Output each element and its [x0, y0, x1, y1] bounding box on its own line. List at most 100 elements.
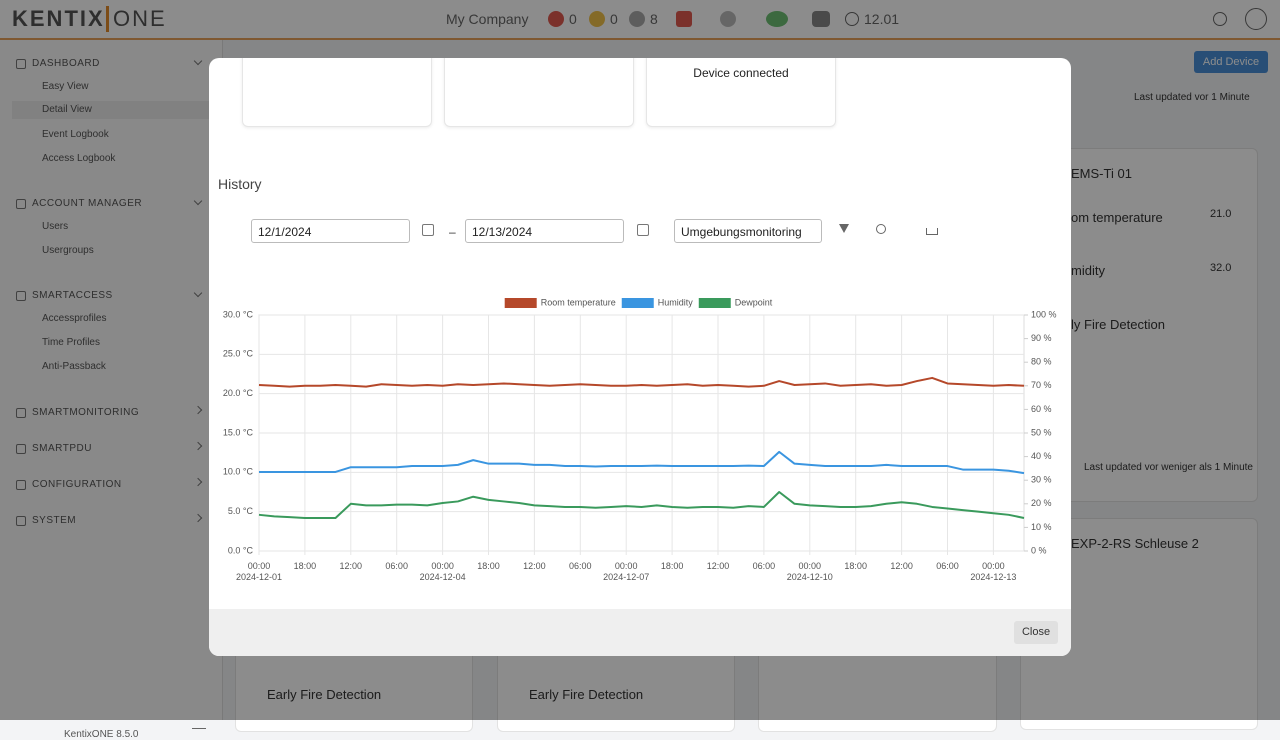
x-tick-label: 18:00: [844, 561, 867, 571]
nav-item[interactable]: Detail View: [12, 101, 222, 119]
nav-item[interactable]: Access Logbook: [42, 153, 116, 164]
status-icon[interactable]: [720, 11, 736, 27]
x-tick-label: 18:00: [294, 561, 317, 571]
sensor-name: Early Fire Detection: [267, 687, 382, 702]
nav-item[interactable]: Time Profiles: [42, 337, 100, 348]
lock-icon[interactable]: [676, 11, 692, 27]
x-tick-label: 18:00: [661, 561, 684, 571]
nav-item[interactable]: Easy View: [42, 81, 89, 92]
y2-tick-label: 80 %: [1031, 357, 1052, 367]
clock-icon: [845, 12, 859, 26]
nav-item[interactable]: Anti-Passback: [42, 361, 106, 372]
y2-tick-label: 10 %: [1031, 522, 1052, 532]
nav-icon: [16, 444, 26, 454]
nav-icon: [16, 199, 26, 209]
nav-section[interactable]: DASHBOARD: [32, 58, 100, 69]
y2-tick-label: 100 %: [1031, 309, 1057, 319]
cloud-icon[interactable]: [766, 11, 788, 27]
collapse-icon[interactable]: [192, 728, 206, 729]
device-status: Device connected: [693, 66, 789, 80]
x-tick-label: 06:00: [385, 561, 408, 571]
calendar-icon[interactable]: [422, 224, 434, 236]
nav-icon: [16, 516, 26, 526]
x-tick-label: 06:00: [936, 561, 959, 571]
section-title: History: [218, 176, 262, 192]
calendar-icon[interactable]: [637, 224, 649, 236]
y2-tick-label: 90 %: [1031, 333, 1052, 343]
alarm-icon: [548, 11, 564, 27]
x-tick-label: 00:00 2024-12-13: [970, 561, 1016, 582]
legend-swatch: [698, 298, 731, 308]
help-icon[interactable]: [1213, 12, 1227, 26]
nav-section[interactable]: ACCOUNT MANAGER: [32, 198, 143, 209]
refresh-icon[interactable]: [876, 224, 886, 234]
y2-tick-label: 50 %: [1031, 427, 1052, 437]
y-tick-label: 20.0 °C: [223, 388, 254, 398]
date-from-input[interactable]: 12/1/2024: [251, 219, 410, 243]
x-tick-label: 18:00: [477, 561, 500, 571]
nav-icon: [16, 480, 26, 490]
date-to-input[interactable]: 12/13/2024: [465, 219, 624, 243]
nav-item[interactable]: Accessprofiles: [42, 313, 107, 324]
filter-icon[interactable]: [839, 224, 849, 233]
y2-tick-label: 30 %: [1031, 475, 1052, 485]
sensor-name: Early Fire Detection: [529, 687, 644, 702]
x-tick-label: 00:00 2024-12-04: [420, 561, 466, 582]
y-tick-label: 5.0 °C: [228, 506, 254, 516]
last-updated: Last updated vor 1 Minute: [1134, 92, 1250, 103]
y2-tick-label: 60 %: [1031, 404, 1052, 414]
y-tick-label: 25.0 °C: [223, 349, 254, 359]
company[interactable]: My Company: [446, 11, 529, 27]
x-tick-label: 12:00: [890, 561, 913, 571]
sensor-value: 32.0: [1210, 262, 1232, 274]
add-device-button[interactable]: Add Device: [1194, 51, 1268, 73]
nav-section[interactable]: SMARTMONITORING: [32, 407, 140, 418]
legend-swatch: [504, 298, 537, 308]
nav-section[interactable]: CONFIGURATION: [32, 479, 122, 490]
logo: KENTIX: [12, 6, 105, 31]
nav-item[interactable]: Event Logbook: [42, 129, 109, 140]
sensor-value: 21.0: [1210, 208, 1232, 220]
y-tick-label: 0.0 °C: [228, 545, 254, 555]
download-icon[interactable]: [926, 228, 938, 235]
status-card: Device connected: [646, 58, 836, 127]
nav-section[interactable]: SYSTEM: [32, 515, 77, 526]
profile-select[interactable]: Umgebungsmonitoring: [674, 219, 822, 243]
user-icon[interactable]: [1245, 8, 1267, 30]
status-card: [444, 58, 634, 127]
nav-icon: [16, 59, 26, 69]
info-icon: [629, 11, 645, 27]
warning-icon: [589, 11, 605, 27]
y-tick-label: 10.0 °C: [223, 467, 254, 477]
legend-swatch: [621, 298, 654, 308]
sensor-name: midity: [1071, 263, 1105, 278]
device-name[interactable]: EXP-2-RS Schleuse 2: [1071, 536, 1199, 551]
close-button[interactable]: Close: [1014, 621, 1058, 644]
nav-section[interactable]: SMARTPDU: [32, 443, 92, 454]
series-line: [258, 376, 1025, 388]
nav-item[interactable]: Usergroups: [42, 245, 94, 256]
nav-section[interactable]: SMARTACCESS: [32, 290, 113, 301]
history-chart: 0.0 °C 5.0 °C 10.0 °C 15.0 °C 20.0 °C 25.0 °C…: [223, 297, 1057, 582]
nav-icon: [16, 291, 26, 301]
status-card: [242, 58, 432, 127]
device-name[interactable]: EMS-Ti 01: [1071, 166, 1132, 181]
x-tick-label: 00:00 2024-12-07: [603, 561, 649, 582]
nav-icon: [16, 408, 26, 418]
top-bar: KENTIX ONE My Company 0 0 8 12.01: [0, 0, 1280, 40]
info-count[interactable]: 8: [650, 11, 658, 27]
x-tick-label: 00:00 2024-12-10: [787, 561, 833, 582]
nav-item[interactable]: Users: [42, 221, 69, 232]
alarm-count[interactable]: 0: [569, 11, 577, 27]
y2-tick-label: 0 %: [1031, 545, 1047, 555]
robot-icon[interactable]: [812, 11, 830, 27]
version: KentixONE 8.5.0: [64, 729, 139, 740]
sensor-name: ly Fire Detection: [1071, 317, 1165, 332]
y2-tick-label: 40 %: [1031, 451, 1052, 461]
warning-count[interactable]: 0: [610, 11, 618, 27]
logo-suffix: ONE: [106, 6, 167, 32]
y-tick-label: 30.0 °C: [223, 309, 254, 319]
x-tick-label: 06:00: [753, 561, 776, 571]
date-separator: –: [449, 225, 456, 239]
